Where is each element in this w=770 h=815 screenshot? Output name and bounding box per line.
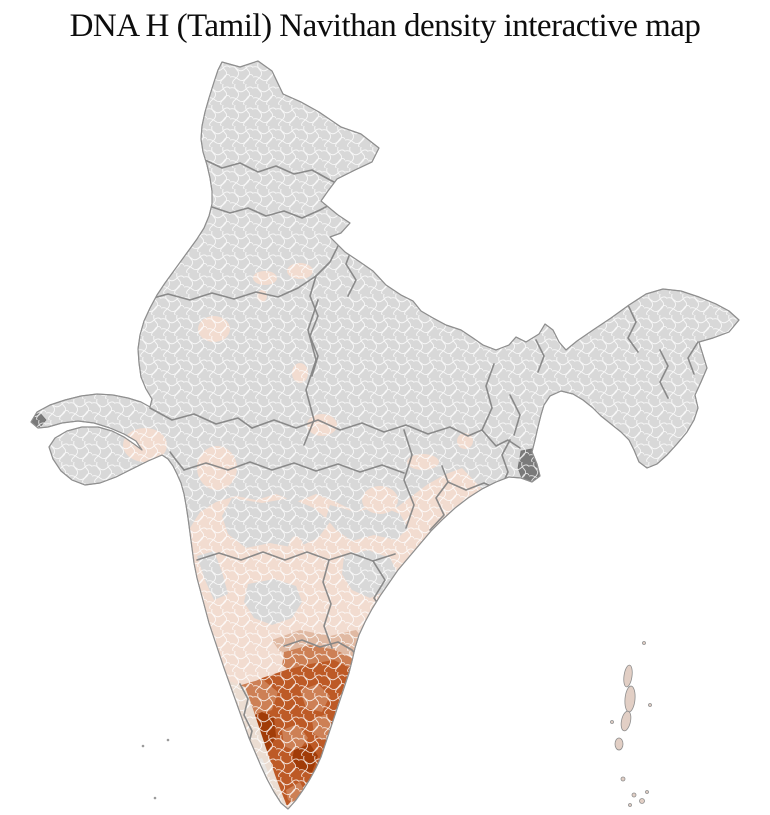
island-dot[interactable] (610, 720, 614, 724)
andaman-island-middle[interactable] (624, 685, 636, 713)
lakshadweep-islets[interactable] (141, 738, 170, 800)
page-title: DNA H (Tamil) Navithan density interacti… (69, 8, 701, 44)
andaman-nicobar-islands[interactable] (610, 641, 652, 807)
nicobar-island[interactable] (620, 776, 626, 782)
great-nicobar-island[interactable] (639, 798, 645, 804)
andaman-island-north[interactable] (623, 664, 634, 688)
nicobar-island[interactable] (645, 790, 649, 794)
india-outline (30, 60, 740, 810)
island-dot[interactable] (642, 641, 646, 645)
island-dot[interactable] (648, 703, 652, 707)
light-district-delta-coast[interactable] (328, 732, 344, 762)
islet-dot[interactable] (166, 738, 170, 742)
islet-dot[interactable] (141, 744, 145, 748)
nicobar-island[interactable] (628, 803, 632, 807)
nicobar-island[interactable] (631, 792, 637, 798)
little-andaman-island[interactable] (614, 737, 624, 751)
andaman-island-south[interactable] (620, 710, 633, 732)
islet-dot[interactable] (153, 796, 157, 800)
